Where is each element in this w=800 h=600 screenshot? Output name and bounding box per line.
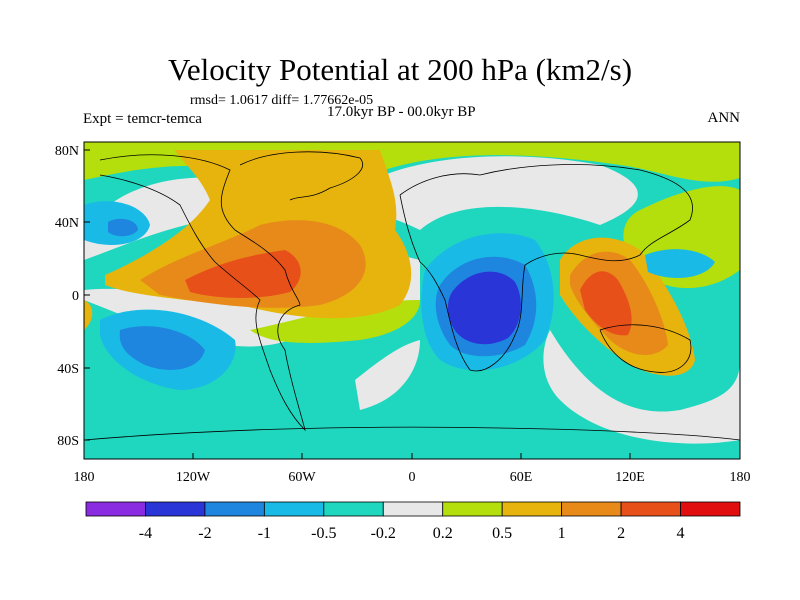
negative-low-west-pacific (645, 249, 715, 278)
colorbar-box (382, 501, 444, 517)
colorbar-label: 1 (558, 525, 566, 542)
colorbar-label: -2 (198, 525, 211, 542)
colorbar-label: 0.5 (492, 525, 512, 542)
colorbar-box (501, 501, 563, 517)
lat-tick-label: 80N (55, 144, 79, 159)
colorbar-box (561, 501, 622, 517)
positive-edge-west (84, 300, 93, 330)
colorbar-box (323, 501, 384, 517)
colorbar-label: -0.2 (371, 525, 396, 542)
colorbar-label: -0.5 (311, 525, 336, 542)
field-layer (84, 142, 740, 459)
lon-tick-label: 120W (176, 470, 211, 485)
neutral-band-eurasia (340, 156, 638, 230)
negative-peak-africa (447, 271, 521, 345)
neutral-band-south-atlantic (355, 340, 420, 410)
colorbar-box (442, 501, 503, 517)
map-title: Velocity Potential at 200 hPa (km2/s) (167, 52, 633, 87)
neutral-band-indian (543, 330, 740, 444)
colorbar-box (263, 501, 325, 517)
colorbar-box (620, 501, 681, 517)
axis-ticks (83, 149, 741, 459)
lat-tick-label: 40S (57, 362, 79, 377)
experiment-label: Expt = temcr-temca (83, 111, 202, 127)
lon-tick-label: 180 (730, 470, 751, 485)
negative-lower-north-pacific (108, 218, 138, 237)
stats-text: rmsd= 1.0617 diff= 1.77662e-05 (190, 93, 374, 108)
period-text: 17.0kyr BP - 00.0kyr BP (327, 104, 476, 120)
lon-tick-label: 60W (288, 470, 316, 485)
colorbar-label: 0.2 (433, 525, 453, 542)
colorbar-box (680, 501, 741, 517)
colorbar-labels: -4 -2 -1 -0.5 -0.2 0.2 0.5 1 2 4 (139, 525, 685, 542)
colorbar-label: 4 (677, 525, 685, 542)
colorbar-label: -4 (139, 525, 152, 542)
lon-tick-label: 0 (409, 470, 416, 485)
colorbar-box (85, 501, 146, 517)
positive-peak-asia (580, 271, 632, 336)
colorbar-box (204, 501, 265, 517)
colorbar-box (145, 501, 206, 517)
lon-tick-label: 120E (615, 470, 645, 485)
colorbar-label: -1 (258, 525, 271, 542)
lat-tick-label: 40N (55, 216, 79, 231)
lat-tick-label: 80S (57, 434, 79, 449)
colorbar-label: 2 (617, 525, 625, 542)
lat-tick-label: 0 (72, 289, 79, 304)
positive-peak-americas (185, 250, 301, 298)
negative-lower-south-pacific (119, 326, 205, 370)
colorbar-boxes (85, 501, 741, 517)
lon-tick-label: 60E (510, 470, 533, 485)
season-label: ANN (707, 110, 741, 126)
coastlines (84, 151, 740, 441)
lon-tick-label: 180 (74, 470, 95, 485)
